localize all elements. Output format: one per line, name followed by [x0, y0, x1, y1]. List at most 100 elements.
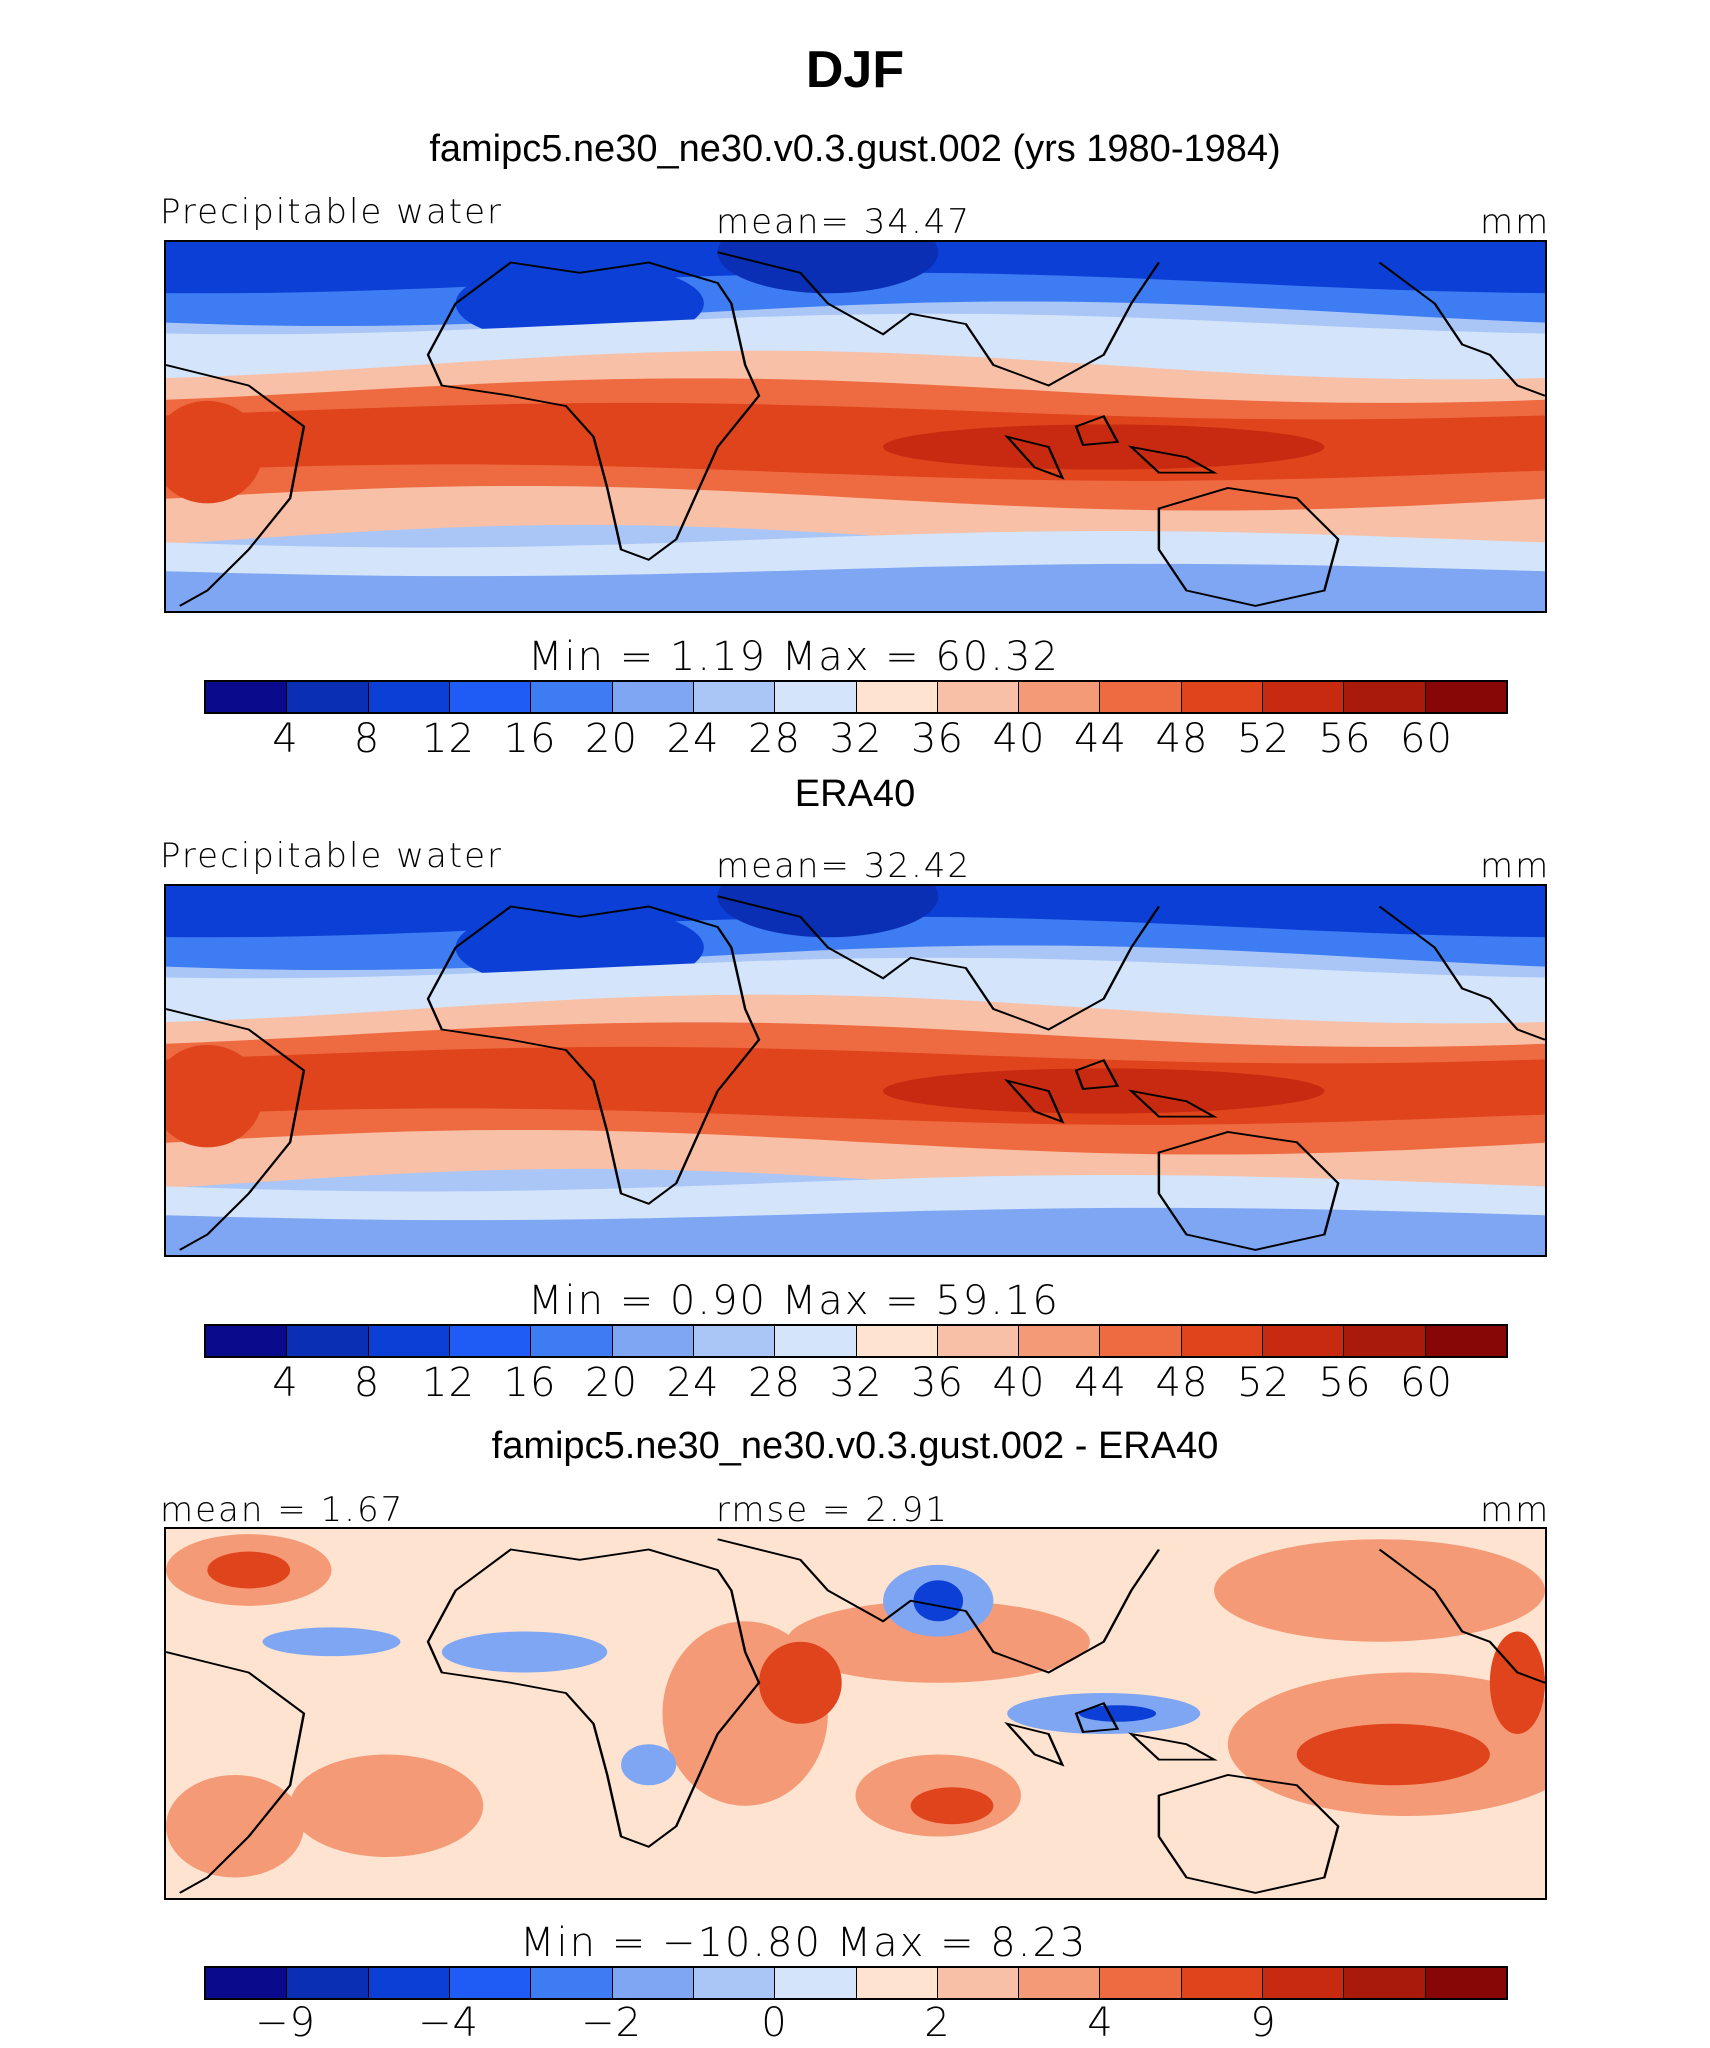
colorbar-swatch [368, 682, 450, 712]
colorbar-swatch [1181, 682, 1264, 712]
panel-2-units-label: mm [1480, 846, 1551, 886]
coastline [1128, 445, 1218, 474]
colorbar-swatch [368, 1326, 450, 1356]
panel-2-title: ERA40 [794, 773, 916, 815]
colorbar-tick-label: −9 [255, 2000, 316, 2046]
panel-2-mean-label: mean= 32.42 [716, 846, 972, 886]
panel-1-title: famipc5.ne30_ne30.v0.3.gust.002 (yrs 198… [429, 128, 1281, 170]
colorbar-swatch [531, 1326, 613, 1356]
colorbar-swatch [449, 682, 532, 712]
colorbar-swatch [368, 1968, 450, 1998]
panel-2-colorbar [204, 1324, 1508, 1358]
coastline [1074, 1701, 1120, 1733]
colorbar-swatch [775, 682, 857, 712]
colorbar-swatch [1100, 1326, 1182, 1356]
colorbar-swatch [775, 1968, 857, 1998]
field-dry-core [717, 886, 939, 938]
diff-negative-region [262, 1627, 401, 1657]
figure-title: DJF [805, 41, 905, 99]
panel-1-colorbar-ticks: 4 8 12 16 20 24 28 32 36 40 44 48 52 56 60 [0, 716, 1710, 766]
panel-3-rmse-label: rmse = 2.91 [716, 1490, 949, 1530]
coastline [1157, 1774, 1340, 1894]
coastline [1128, 1089, 1218, 1118]
colorbar-tick-label: 12 [422, 1360, 475, 1406]
coastline [1378, 1548, 1545, 1684]
colorbar-tick-label: 52 [1237, 716, 1290, 762]
panel-3-map [164, 1527, 1547, 1900]
coastline [426, 261, 761, 561]
colorbar-tick-label: 0 [761, 2000, 788, 2046]
panel-1-map [164, 240, 1547, 613]
colorbar-swatch [449, 1326, 532, 1356]
colorbar-tick-label: 48 [1155, 1360, 1209, 1406]
panel-1-mean-label: mean= 34.47 [716, 202, 972, 242]
diff-positive-region [1214, 1539, 1545, 1642]
panel-1-variable-label: Precipitable water [160, 192, 504, 232]
coastline [1074, 1058, 1120, 1090]
colorbar-tick-label: 44 [1074, 716, 1127, 762]
colorbar-tick-label: 20 [585, 716, 638, 762]
colorbar-tick-label: 4 [272, 716, 299, 762]
coastline [717, 1538, 1160, 1674]
colorbar-swatch [612, 1968, 694, 1998]
panel-3-colorbar-ticks: −9 −4 −2 0 2 4 9 [0, 2000, 1710, 2048]
diff-strong-positive-region [910, 1787, 994, 1825]
colorbar-swatch [1181, 1326, 1264, 1356]
colorbar-tick-label: 9 [1250, 2000, 1277, 2046]
coastline [1004, 1722, 1065, 1767]
colorbar-tick-label: 8 [353, 1360, 381, 1406]
coastline [1157, 1131, 1340, 1251]
diff-strong-positive-region [1296, 1723, 1490, 1786]
colorbar-tick-label: 56 [1318, 1360, 1372, 1406]
colorbar-swatch [937, 682, 1020, 712]
colorbar-swatch [856, 1326, 938, 1356]
panel-3-units-label: mm [1480, 1490, 1551, 1530]
colorbar-swatch [1019, 1326, 1101, 1356]
colorbar-swatch [1019, 1968, 1101, 1998]
coastline [1378, 905, 1545, 1041]
panel-2-colorbar-ticks: 4 8 12 16 20 24 28 32 36 40 44 48 52 56 60 [0, 1360, 1710, 1410]
panel-2-minmax: Min = 0.90 Max = 59.16 [528, 1278, 1060, 1324]
diff-strong-negative-region [913, 1580, 964, 1622]
field-band-south-dry [166, 1207, 1545, 1255]
coastline [717, 251, 1160, 387]
colorbar-swatch [1019, 682, 1101, 712]
field-dry-core [717, 242, 939, 294]
colorbar-tick-label: 60 [1400, 716, 1453, 762]
colorbar-swatch [1263, 682, 1345, 712]
colorbar-swatch [937, 1326, 1020, 1356]
colorbar-swatch [856, 682, 938, 712]
colorbar-tick-label: 16 [503, 1360, 557, 1406]
colorbar-tick-label: 44 [1074, 1360, 1127, 1406]
panel-3-title: famipc5.ne30_ne30.v0.3.gust.002 - ERA40 [491, 1425, 1219, 1467]
colorbar-swatch [693, 1968, 776, 1998]
colorbar-tick-label: 32 [829, 716, 883, 762]
colorbar-tick-label: 32 [829, 1360, 883, 1406]
colorbar-tick-label: 40 [992, 1360, 1046, 1406]
colorbar-swatch [531, 1968, 613, 1998]
diff-strong-positive-region [758, 1641, 842, 1724]
colorbar-tick-label: 4 [272, 1360, 299, 1406]
colorbar-swatch [206, 682, 288, 712]
colorbar-swatch [1425, 1968, 1506, 1998]
panel-1-units-label: mm [1480, 202, 1551, 242]
colorbar-tick-label: 56 [1318, 716, 1372, 762]
colorbar-tick-label: 24 [666, 1360, 720, 1406]
colorbar-swatch [1263, 1326, 1345, 1356]
panel-3-minmax: Min = −10.80 Max = 8.23 [520, 1920, 1088, 1966]
colorbar-swatch [693, 682, 776, 712]
coastline [166, 1651, 306, 1894]
colorbar-swatch [1100, 1968, 1182, 1998]
colorbar-swatch [612, 1326, 694, 1356]
colorbar-tick-label: −4 [418, 2000, 479, 2046]
panel-1-minmax: Min = 1.19 Max = 60.32 [528, 634, 1060, 680]
colorbar-swatch [449, 1968, 532, 1998]
panel-3-mean-label: mean = 1.67 [160, 1490, 405, 1530]
colorbar-tick-label: 52 [1237, 1360, 1290, 1406]
colorbar-swatch [1181, 1968, 1264, 1998]
colorbar-swatch [612, 682, 694, 712]
colorbar-swatch [856, 1968, 938, 1998]
panel-3-colorbar [204, 1966, 1508, 2000]
colorbar-tick-label: 12 [422, 716, 475, 762]
field-wet-core [883, 424, 1325, 470]
